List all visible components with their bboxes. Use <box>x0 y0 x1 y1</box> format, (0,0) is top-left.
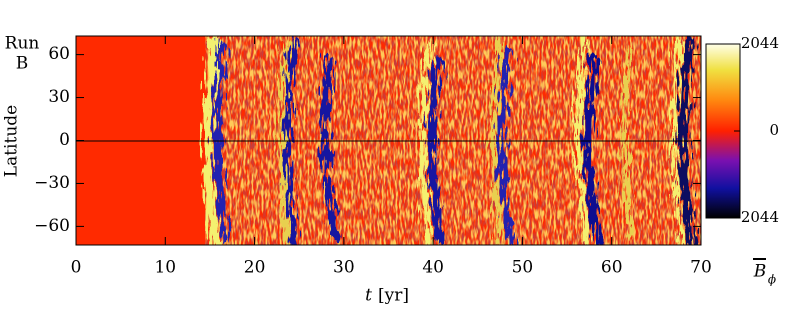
y-tick-label: 0 <box>59 130 70 150</box>
colorbar-tick-label: 0 <box>769 121 779 139</box>
x-tick-label: 30 <box>333 258 355 278</box>
colorbar-label: B <box>753 262 767 282</box>
colorbar-tick-label: −2044 <box>728 208 779 226</box>
y-tick-label: −30 <box>34 173 70 193</box>
y-tick-label: −60 <box>34 216 70 236</box>
run-label: B <box>16 54 29 74</box>
x-tick-label: 10 <box>154 258 176 278</box>
x-tick-label: 50 <box>512 258 534 278</box>
x-tick-label: 40 <box>422 258 444 278</box>
x-tick-label: 20 <box>244 258 266 278</box>
x-tick-label: 70 <box>690 258 712 278</box>
run-label: Run <box>5 34 40 54</box>
y-tick-label: 30 <box>48 87 70 107</box>
y-tick-label: 60 <box>48 44 70 64</box>
x-tick-label: 60 <box>601 258 623 278</box>
x-axis-label: t <box>365 286 372 306</box>
x-tick-label: 0 <box>71 258 82 278</box>
colorbar-label-sub: ϕ <box>768 273 776 287</box>
colorbar-tick-label: 2044 <box>741 34 779 52</box>
y-axis-label: Latitude <box>2 105 22 177</box>
x-axis-unit: [yr] <box>378 286 409 306</box>
heatmap-field <box>76 36 701 245</box>
